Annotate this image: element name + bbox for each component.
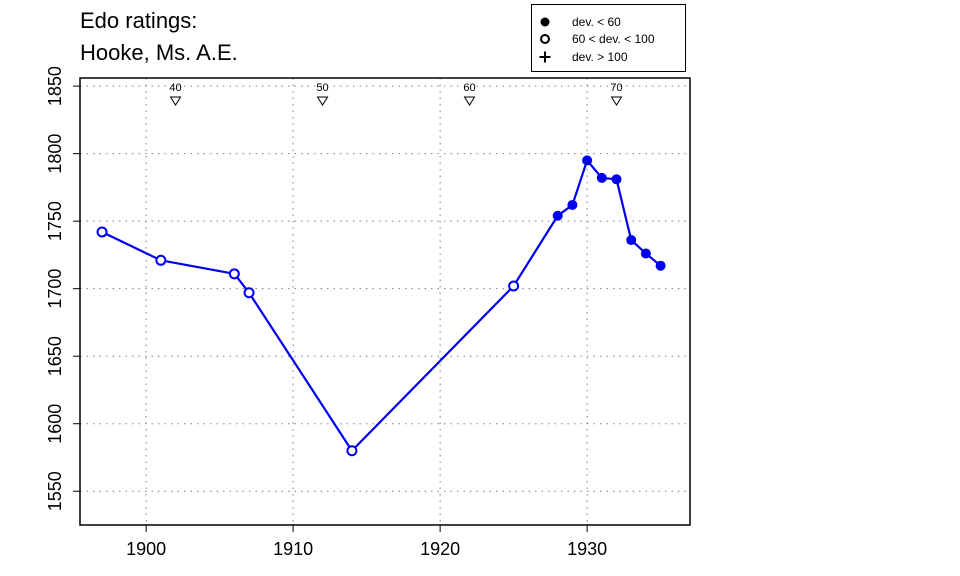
filled-circle-icon bbox=[540, 17, 550, 27]
data-point-filled bbox=[582, 155, 593, 166]
age-marker-label: 40 bbox=[169, 82, 181, 94]
legend-item-plus: dev. > 100 bbox=[532, 48, 685, 66]
age-marker-label: 50 bbox=[316, 82, 328, 94]
data-point-open bbox=[508, 280, 520, 292]
age-marker-triangle bbox=[316, 96, 329, 106]
y-tick-label: 1700 bbox=[45, 269, 65, 309]
x-tick-label: 1920 bbox=[420, 539, 460, 559]
x-tick-label: 1930 bbox=[567, 539, 607, 559]
x-tick-label: 1910 bbox=[273, 539, 313, 559]
data-point-open bbox=[346, 445, 358, 457]
legend-label: dev. > 100 bbox=[572, 50, 628, 64]
y-tick-label: 1550 bbox=[45, 471, 65, 511]
age-markers: 40 50 60 70 bbox=[169, 82, 623, 106]
data-point-filled bbox=[552, 210, 563, 221]
series-points bbox=[96, 155, 666, 457]
legend-label: 60 < dev. < 100 bbox=[572, 32, 655, 46]
data-point-open bbox=[155, 254, 167, 266]
data-point-filled bbox=[640, 248, 651, 259]
age-marker-triangle bbox=[463, 96, 476, 106]
grid-lines bbox=[80, 78, 690, 525]
x-axis: 1900 1910 1920 1930 bbox=[126, 525, 607, 559]
y-tick-label: 1650 bbox=[45, 336, 65, 376]
data-point-open bbox=[243, 287, 255, 299]
age-marker-triangle bbox=[169, 96, 182, 106]
y-tick-label: 1750 bbox=[45, 201, 65, 241]
age-marker-label: 60 bbox=[463, 82, 475, 94]
chart-title-line-1: Edo ratings: bbox=[80, 8, 198, 33]
data-point-filled bbox=[655, 260, 666, 271]
legend-item-filled: dev. < 60 bbox=[532, 13, 685, 31]
legend-label: dev. < 60 bbox=[572, 15, 621, 29]
age-marker-triangle bbox=[610, 96, 623, 106]
y-axis: 1550 1600 1650 1700 1750 1800 1850 bbox=[45, 66, 80, 511]
y-tick-label: 1800 bbox=[45, 134, 65, 174]
age-marker-label: 70 bbox=[610, 82, 622, 94]
x-tick-label: 1900 bbox=[126, 539, 166, 559]
data-point-filled bbox=[567, 199, 578, 210]
y-tick-label: 1600 bbox=[45, 404, 65, 444]
legend: dev. < 60 60 < dev. < 100 dev. > 100 bbox=[531, 4, 686, 72]
data-point-filled bbox=[611, 174, 622, 185]
chart-title-line-2: Hooke, Ms. A.E. bbox=[80, 40, 238, 65]
plot-frame bbox=[79, 77, 691, 526]
y-tick-label: 1850 bbox=[45, 66, 65, 106]
open-circle-icon bbox=[540, 34, 550, 44]
data-point-open bbox=[96, 226, 108, 238]
legend-item-open: 60 < dev. < 100 bbox=[532, 30, 685, 48]
data-point-filled bbox=[596, 172, 607, 183]
data-point-open bbox=[228, 268, 240, 280]
plus-icon bbox=[539, 51, 551, 63]
data-point-filled bbox=[626, 235, 637, 246]
